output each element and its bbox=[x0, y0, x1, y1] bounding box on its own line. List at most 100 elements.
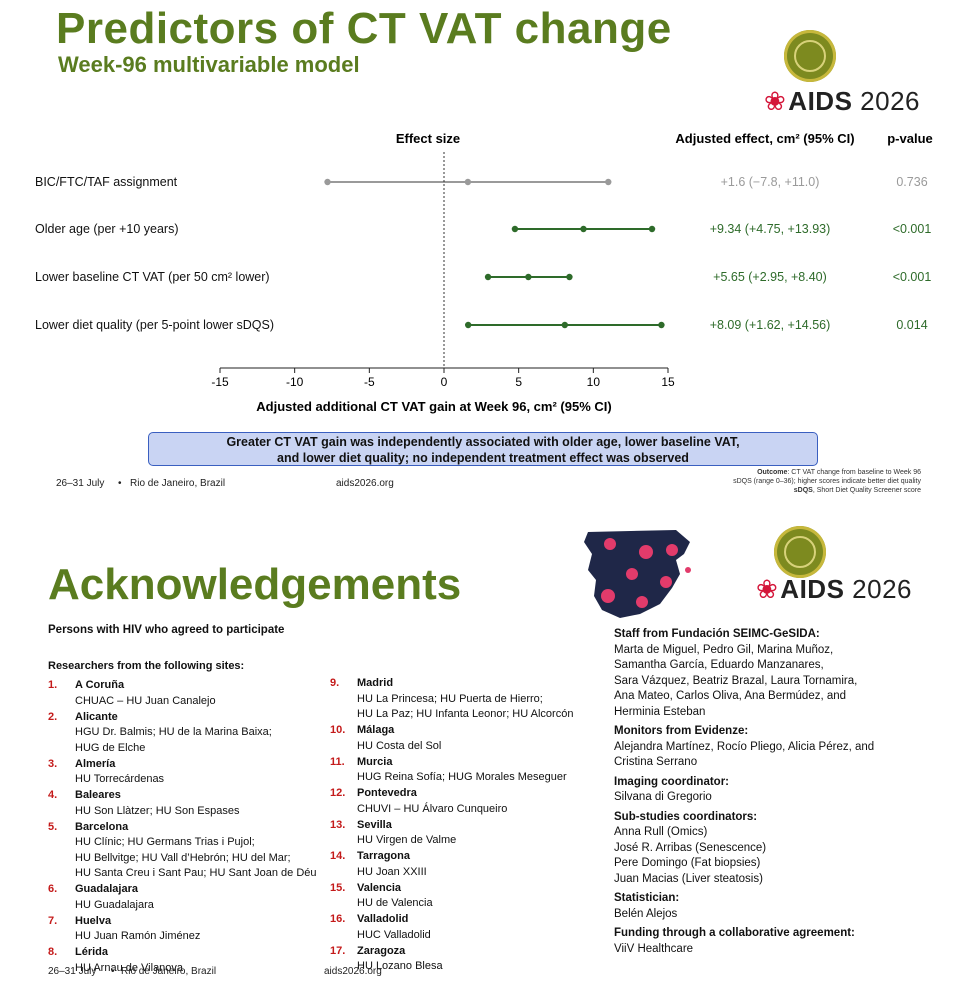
map-region-highlight bbox=[604, 538, 616, 550]
site-hospitals: HU de Valencia bbox=[357, 897, 433, 909]
site-number: 8. bbox=[48, 946, 58, 958]
site-city: Valencia bbox=[357, 881, 402, 894]
staff-block: Staff from Fundación SEIMC-GeSIDA: Marta … bbox=[614, 627, 857, 720]
site-city: Pontevedra bbox=[357, 787, 417, 799]
slide-predictors: Predictors of CT VAT change Week-96 mult… bbox=[8, 0, 943, 500]
site-hospitals: HUG de Elche bbox=[75, 741, 146, 754]
row-label: Lower baseline CT VAT (per 50 cm² lower) bbox=[35, 270, 270, 284]
researchers-heading: Researchers from the following sites: bbox=[48, 660, 245, 672]
p-value-header: p-value bbox=[887, 131, 933, 146]
site-number: 13. bbox=[330, 818, 346, 831]
staff-line: José R. Arribas (Senescence) bbox=[614, 841, 767, 854]
x-tick-label: 5 bbox=[515, 375, 522, 389]
persons-heading: Persons with HIV who agreed to participa… bbox=[48, 624, 285, 636]
site-hospitals: HU Clínic; HU Germans Trias i Pujol; bbox=[75, 836, 255, 848]
x-tick-label: 0 bbox=[441, 375, 448, 389]
staff-line: Ana Mateo, Carlos Oliva, Ana Bermúdez, a… bbox=[614, 690, 847, 702]
row-label: Lower diet quality (per 5-point lower sD… bbox=[35, 318, 274, 332]
footnote: Outcome: CT VAT change from baseline to … bbox=[733, 469, 921, 494]
conference-emblem-icon bbox=[784, 30, 836, 82]
site-city: Almería bbox=[75, 757, 116, 770]
aids2026-logo: ❀AIDS 2026 bbox=[756, 574, 912, 604]
map-region-highlight bbox=[636, 596, 648, 608]
row-label: BIC/FTC/TAF assignment bbox=[35, 175, 178, 189]
site-city: Sevilla bbox=[357, 818, 392, 831]
site-city: Tarragona bbox=[357, 850, 410, 862]
site-number: 3. bbox=[48, 757, 58, 770]
site-number: 11. bbox=[330, 755, 345, 768]
site-number: 15. bbox=[330, 881, 346, 894]
site-number: 2. bbox=[48, 710, 58, 723]
slide-title: Acknowledgements bbox=[48, 560, 462, 609]
aids2026-logo: ❀AIDS 2026 bbox=[764, 86, 920, 116]
row-label: Older age (per +10 years) bbox=[35, 222, 178, 236]
staff-line: Samantha García, Eduardo Manzanares, bbox=[614, 659, 824, 671]
ci-lower-point bbox=[484, 273, 492, 281]
staff-line: ViiV Healthcare bbox=[614, 942, 694, 955]
staff-line: Juan Macias (Liver steatosis) bbox=[614, 872, 763, 885]
site-city: Valladolid bbox=[357, 913, 409, 925]
site-hospitals: HU Arnau de Vilanova bbox=[75, 961, 184, 974]
site-city: Zaragoza bbox=[357, 944, 406, 957]
x-tick-label: 15 bbox=[661, 375, 675, 389]
slide-subtitle: Week-96 multivariable model bbox=[58, 52, 360, 77]
site-hospitals: HU Joan XXIII bbox=[357, 865, 427, 878]
site-city: Alicante bbox=[75, 710, 118, 723]
site-hospitals: HU Santa Creu i Sant Pau; HU Sant Joan d… bbox=[75, 867, 317, 879]
staff-line: Cristina Serrano bbox=[614, 756, 698, 768]
site-city: Lérida bbox=[75, 946, 109, 958]
staff-line: Marta de Miguel, Pedro Gil, Marina Muñoz… bbox=[614, 643, 834, 656]
site-hospitals: HU La Princesa; HU Puerta de Hierro; bbox=[357, 692, 543, 705]
site-city: Madrid bbox=[357, 677, 394, 689]
site-hospitals: HGU Dr. Balmis; HU de la Marina Baixa; bbox=[75, 726, 272, 738]
site-hospitals: CHUAC – HU Juan Canalejo bbox=[75, 694, 216, 707]
map-region-highlight bbox=[660, 576, 672, 588]
staff-line: Belén Alejos bbox=[614, 907, 678, 920]
map-islands bbox=[685, 567, 691, 573]
footer-bullet: • bbox=[111, 966, 115, 977]
site-city: Huelva bbox=[75, 914, 112, 927]
site-hospitals: HU Son Llàtzer; HU Son Espases bbox=[75, 804, 240, 817]
map-region-highlight bbox=[626, 568, 638, 580]
ci-upper-point bbox=[605, 178, 612, 186]
ci-upper-point bbox=[566, 273, 573, 281]
site-city: Guadalajara bbox=[75, 883, 138, 895]
map-region-highlight bbox=[666, 544, 678, 556]
site-number: 16. bbox=[330, 913, 346, 925]
site-number: 12. bbox=[330, 787, 346, 799]
p-value: <0.001 bbox=[893, 270, 932, 284]
staff-heading: Staff from Fundación SEIMC-GeSIDA: bbox=[614, 628, 820, 640]
site-hospitals: HU La Paz; HU Infanta Leonor; HU Alcorcó… bbox=[357, 708, 574, 720]
red-ribbon-icon: ❀ bbox=[756, 574, 779, 604]
estimate-point bbox=[464, 178, 472, 186]
x-tick-label: -15 bbox=[211, 375, 229, 389]
forest-plot: Effect size Adjusted effect, cm² (95% CI… bbox=[35, 131, 933, 414]
ci-upper-point bbox=[648, 225, 656, 233]
footer-place: Rio de Janeiro, Brazil bbox=[121, 966, 217, 977]
staff-heading: Statistician: bbox=[614, 892, 680, 904]
site-city: Murcia bbox=[357, 755, 393, 768]
site-city: Málaga bbox=[357, 724, 395, 736]
site-hospitals: HU Costa del Sol bbox=[357, 739, 442, 752]
red-ribbon-icon: ❀ bbox=[764, 86, 787, 116]
site-number: 9. bbox=[330, 677, 340, 689]
site-number: 1. bbox=[48, 679, 58, 691]
x-axis-label: Adjusted additional CT VAT gain at Week … bbox=[256, 399, 611, 414]
site-number: 5. bbox=[48, 820, 58, 833]
ci-lower-point bbox=[464, 321, 472, 329]
site-number: 14. bbox=[330, 850, 346, 862]
footer-place: Rio de Janeiro, Brazil bbox=[130, 478, 226, 489]
site-city: Barcelona bbox=[75, 820, 129, 833]
footer-dates: 26–31 July bbox=[56, 478, 105, 489]
site-hospitals: HUG Reina Sofía; HUG Morales Meseguer bbox=[357, 771, 567, 783]
staff-heading: Funding through a collaborative agreemen… bbox=[614, 927, 855, 939]
staff-line: Silvana di Gregorio bbox=[614, 791, 712, 803]
site-hospitals: HU Torrecárdenas bbox=[75, 773, 165, 785]
staff-heading: Monitors from Evidenze: bbox=[614, 725, 749, 737]
effect-ci-value: +9.34 (+4.75, +13.93) bbox=[710, 222, 831, 236]
site-number: 10. bbox=[330, 724, 346, 736]
conference-emblem-icon bbox=[774, 526, 826, 578]
effect-ci-value: +5.65 (+2.95, +8.40) bbox=[713, 270, 827, 284]
staff-block: Imaging coordinator: Silvana di Gregorio bbox=[614, 775, 729, 806]
site-number: 6. bbox=[48, 883, 58, 895]
